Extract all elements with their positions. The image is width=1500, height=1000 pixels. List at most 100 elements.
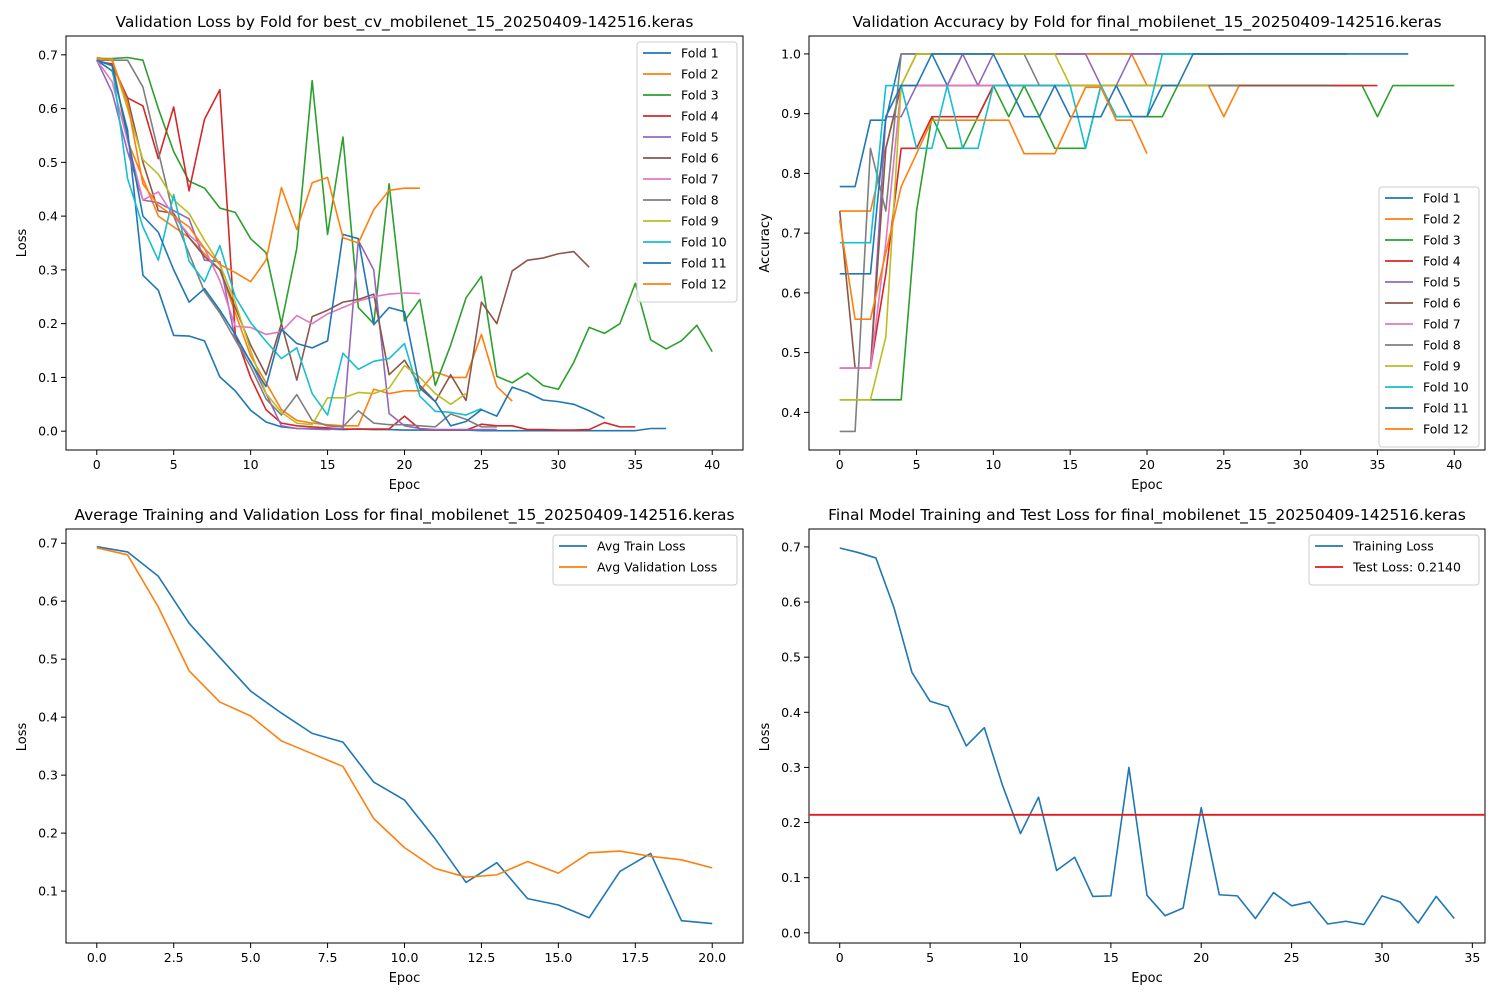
legend-label: Fold 10: [1423, 380, 1469, 395]
x-tick-label: 10.0: [391, 950, 419, 965]
legend-label: Fold 8: [1423, 338, 1461, 353]
series-line-fold-7: [96, 59, 420, 336]
legend-label: Avg Train Loss: [597, 539, 686, 554]
x-tick-label: 30: [550, 457, 566, 472]
panel-final-model-loss: Final Model Training and Test Loss for f…: [758, 506, 1466, 986]
legend-label: Fold 9: [1423, 359, 1461, 374]
y-tick-label: 0.3: [38, 262, 58, 277]
y-tick-label: 0.6: [781, 285, 801, 300]
series-line-fold-4: [96, 60, 636, 431]
y-tick-label: 0.1: [38, 370, 58, 385]
y-tick-label: 0.5: [38, 652, 58, 667]
x-tick-label: 15: [1103, 950, 1119, 965]
y-tick-label: 0.5: [781, 650, 801, 665]
x-tick-label: 5.0: [241, 950, 261, 965]
x-tick-label: 20.0: [698, 950, 726, 965]
x-tick-label: 2.5: [164, 950, 184, 965]
y-tick-label: 0.4: [38, 710, 58, 725]
x-tick-label: 30: [1293, 457, 1309, 472]
plot-layer: 0 5 10 15 20 25 30 35 40 0.0 0.1 0.2 0.3 0.4 0.5 0.6 0.7…: [38, 35, 1486, 965]
x-tick-label: 35: [1370, 457, 1386, 472]
series-line-fold-9: [96, 58, 467, 426]
legend-label: Fold 4: [681, 109, 719, 124]
legend-label: Fold 10: [681, 235, 727, 250]
legend-label: Fold 5: [1423, 275, 1461, 290]
x-axis-label: Epoc: [389, 478, 421, 493]
y-tick-label: 0.5: [781, 345, 801, 360]
legend-label: Avg Validation Loss: [597, 560, 717, 575]
chart-title: Final Model Training and Test Loss for f…: [828, 506, 1466, 525]
series-line-fold-2: [96, 56, 513, 427]
series-line-avg-validation-loss: [96, 547, 713, 878]
x-tick-label: 5: [913, 457, 921, 472]
x-tick-label: 10: [1013, 950, 1029, 965]
y-tick-label: 0.7: [781, 226, 801, 241]
chart-title: Average Training and Validation Loss for…: [74, 506, 734, 525]
legend-label: Fold 6: [681, 151, 719, 166]
x-tick-label: 35: [1464, 950, 1480, 965]
data-area: [838, 53, 1455, 433]
y-tick-label: 0.7: [38, 47, 58, 62]
legend: Training Loss Test Loss: 0.2140: [1308, 534, 1480, 586]
y-tick-label: 0.3: [781, 760, 801, 775]
series-line-fold-6: [838, 84, 1332, 369]
axes-frame: [808, 528, 1486, 944]
legend-label: Training Loss: [1352, 539, 1434, 554]
x-tick-label: 10: [985, 457, 1001, 472]
y-tick-label: 0.4: [781, 705, 801, 720]
legend-box: [636, 41, 738, 303]
series-line-fold-12: [96, 57, 420, 283]
series-line-fold-7: [839, 84, 1163, 369]
legend-label: Fold 3: [681, 88, 719, 103]
legend-label: Fold 7: [1423, 317, 1461, 332]
legend-label: Test Loss: 0.2140: [1352, 560, 1461, 575]
y-tick-label: 0.7: [38, 536, 58, 551]
x-tick-label: 30: [1374, 950, 1390, 965]
x-axis-label: Epoc: [1131, 971, 1163, 986]
chart-title: Validation Loss by Fold for best_cv_mobi…: [116, 13, 694, 32]
legend-label: Fold 2: [1423, 212, 1461, 227]
y-tick-label: 0.2: [781, 815, 801, 830]
legend-label: Fold 12: [681, 277, 727, 292]
x-tick-label: 5: [170, 457, 178, 472]
legend-box: [552, 534, 738, 586]
x-tick-label: 15: [320, 457, 336, 472]
data-area: [96, 545, 713, 925]
x-tick-label: 17.5: [621, 950, 649, 965]
x-tick-label: 25: [1216, 457, 1232, 472]
legend-label: Fold 1: [1423, 191, 1461, 206]
legend-label: Fold 11: [681, 256, 727, 271]
plot-1: 0 5 10 15 20 25 30 35 40 0.0 0.1 0.2 0.3 0.4 0.5 0.6 0.7…: [38, 35, 744, 472]
y-tick-label: 0.3: [38, 768, 58, 783]
x-tick-label: 5: [926, 950, 934, 965]
x-tick-label: 25: [1284, 950, 1300, 965]
legend: Fold 1 Fold 2 Fold 3 Fold 4 Fold 5 Fold 6 Fold…: [636, 41, 738, 303]
y-tick-label: 0.7: [781, 539, 801, 554]
y-tick-label: 0.9: [781, 106, 801, 121]
y-tick-label: 0.0: [781, 925, 801, 940]
series-line-fold-3: [839, 84, 1455, 401]
data-area: [809, 547, 1485, 926]
series-line-fold-1: [96, 59, 667, 432]
y-tick-label: 0.0: [38, 424, 58, 439]
plot-4: 0 5 10 15 20 25 30 35 0.0 0.1 0.2 0.3 0.4 0.5 0.6 0.7 Tr…: [781, 528, 1486, 965]
series-line-fold-10: [96, 59, 482, 416]
x-tick-label: 10: [243, 457, 259, 472]
legend-label: Fold 3: [1423, 233, 1461, 248]
series-line-fold-3: [96, 56, 713, 391]
legend-label: Fold 1: [681, 46, 719, 61]
x-tick-label: 40: [1446, 457, 1462, 472]
y-tick-label: 0.6: [38, 101, 58, 116]
series-line-fold-5: [96, 59, 497, 431]
plot-3: 0.0 2.5 5.0 7.5 10.0 12.5 15.0 17.5 20.0 0.1 0.2 0.…: [38, 528, 744, 965]
x-axis-label: Epoc: [1131, 478, 1163, 493]
legend-label: Fold 11: [1423, 401, 1469, 416]
x-tick-label: 7.5: [318, 950, 338, 965]
series-line-training-loss: [839, 547, 1455, 926]
legend-box: [1378, 186, 1480, 448]
y-tick-label: 1.0: [781, 46, 801, 61]
x-tick-label: 20: [1139, 457, 1155, 472]
legend-label: Fold 12: [1423, 422, 1469, 437]
legend-label: Fold 9: [681, 214, 719, 229]
